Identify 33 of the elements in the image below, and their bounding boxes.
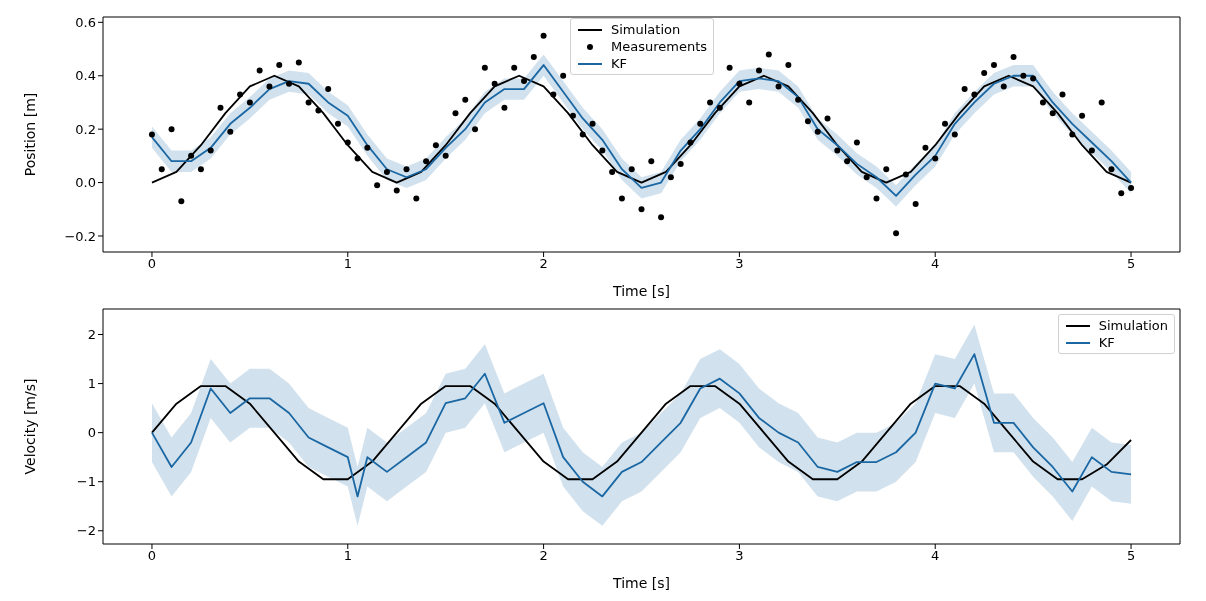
- y-tick-label: −1: [76, 474, 96, 490]
- x-tick-label: 2: [539, 548, 548, 564]
- x-axis-title: Time [s]: [612, 283, 670, 299]
- x-tick-label: 4: [931, 548, 940, 564]
- y-axis-title: Position [m]: [21, 92, 38, 177]
- line-series: [151, 385, 1132, 481]
- x-tick-label: 5: [1126, 548, 1136, 564]
- y-tick-label: −2: [76, 523, 96, 539]
- y-tick-label: 2: [87, 327, 96, 343]
- x-tick-label: 1: [343, 256, 352, 272]
- x-tick-label: 3: [735, 256, 744, 272]
- y-tick-label: 0: [87, 425, 96, 441]
- x-tick-label: 0: [147, 256, 157, 272]
- y-tick-label: 0.0: [75, 175, 96, 191]
- y-tick-label: 0.4: [75, 68, 96, 84]
- x-tick-label: 0: [147, 548, 157, 564]
- y-axis-title: Velocity [m/s]: [21, 378, 38, 475]
- x-tick-label: 3: [735, 548, 744, 564]
- y-tick-label: 0.6: [75, 14, 96, 30]
- line-series: [151, 353, 1132, 498]
- legend-label: Simulation: [610, 22, 681, 37]
- y-tick-label: −0.2: [64, 228, 96, 244]
- x-tick-label: 5: [1126, 256, 1136, 272]
- legend-label: Simulation: [1098, 318, 1168, 333]
- y-tick-label: 0.2: [75, 121, 96, 137]
- legend-label: KF: [1098, 335, 1115, 350]
- x-axis-title: Time [s]: [612, 575, 670, 591]
- legend-label: Measurements: [610, 39, 708, 54]
- legend-label: KF: [610, 56, 627, 71]
- x-tick-label: 2: [539, 256, 548, 272]
- x-tick-label: 1: [343, 548, 352, 564]
- x-tick-label: 4: [931, 256, 940, 272]
- y-tick-label: 1: [87, 376, 96, 392]
